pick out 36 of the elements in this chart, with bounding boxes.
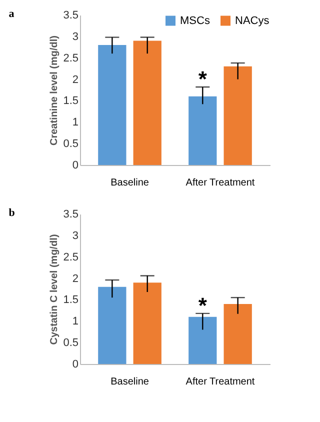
y-tick-label: 2 — [72, 272, 78, 285]
y-tick-label: 1.5 — [63, 294, 78, 306]
chart-title: a — [8, 8, 15, 20]
bar — [224, 304, 252, 364]
legend-label: NACys — [235, 14, 270, 27]
bar — [224, 66, 252, 165]
bar — [188, 96, 217, 165]
x-tick-label: Baseline — [110, 178, 150, 188]
y-tick-label: 2 — [72, 74, 78, 86]
y-tick-label: 2.5 — [63, 251, 78, 264]
y-tick-label: 0 — [72, 358, 78, 370]
y-tick-label: 3.5 — [63, 208, 78, 220]
y-axis-title: Creatinine level (mg/dl) — [49, 35, 60, 146]
annotation: * — [198, 293, 208, 318]
x-tick-label: After Treatment — [186, 376, 255, 388]
y-tick-label: 1.5 — [63, 95, 78, 108]
y-tick-label: 1 — [72, 316, 78, 328]
y-tick-label: 0.5 — [63, 138, 78, 150]
chart-title: b — [8, 207, 15, 219]
bar — [133, 282, 162, 364]
y-tick-label: 3 — [72, 230, 78, 242]
x-tick-label: After Treatment — [186, 178, 255, 188]
y-tick-label: 0 — [72, 160, 78, 172]
y-axis-title: Cystatin C level (mg/dl) — [49, 234, 60, 345]
y-tick-label: 1 — [72, 116, 78, 129]
bar — [98, 45, 126, 165]
legend-label: MSCs — [180, 14, 210, 27]
bar — [98, 286, 126, 364]
y-tick-label: 0.5 — [63, 337, 78, 350]
annotation: * — [198, 66, 208, 92]
y-tick-label: 2.5 — [63, 52, 78, 64]
bar — [188, 316, 217, 364]
bar — [133, 40, 162, 165]
y-tick-label: 3 — [72, 30, 78, 43]
x-tick-label: Baseline — [110, 376, 150, 388]
y-tick-label: 3.5 — [63, 10, 78, 22]
